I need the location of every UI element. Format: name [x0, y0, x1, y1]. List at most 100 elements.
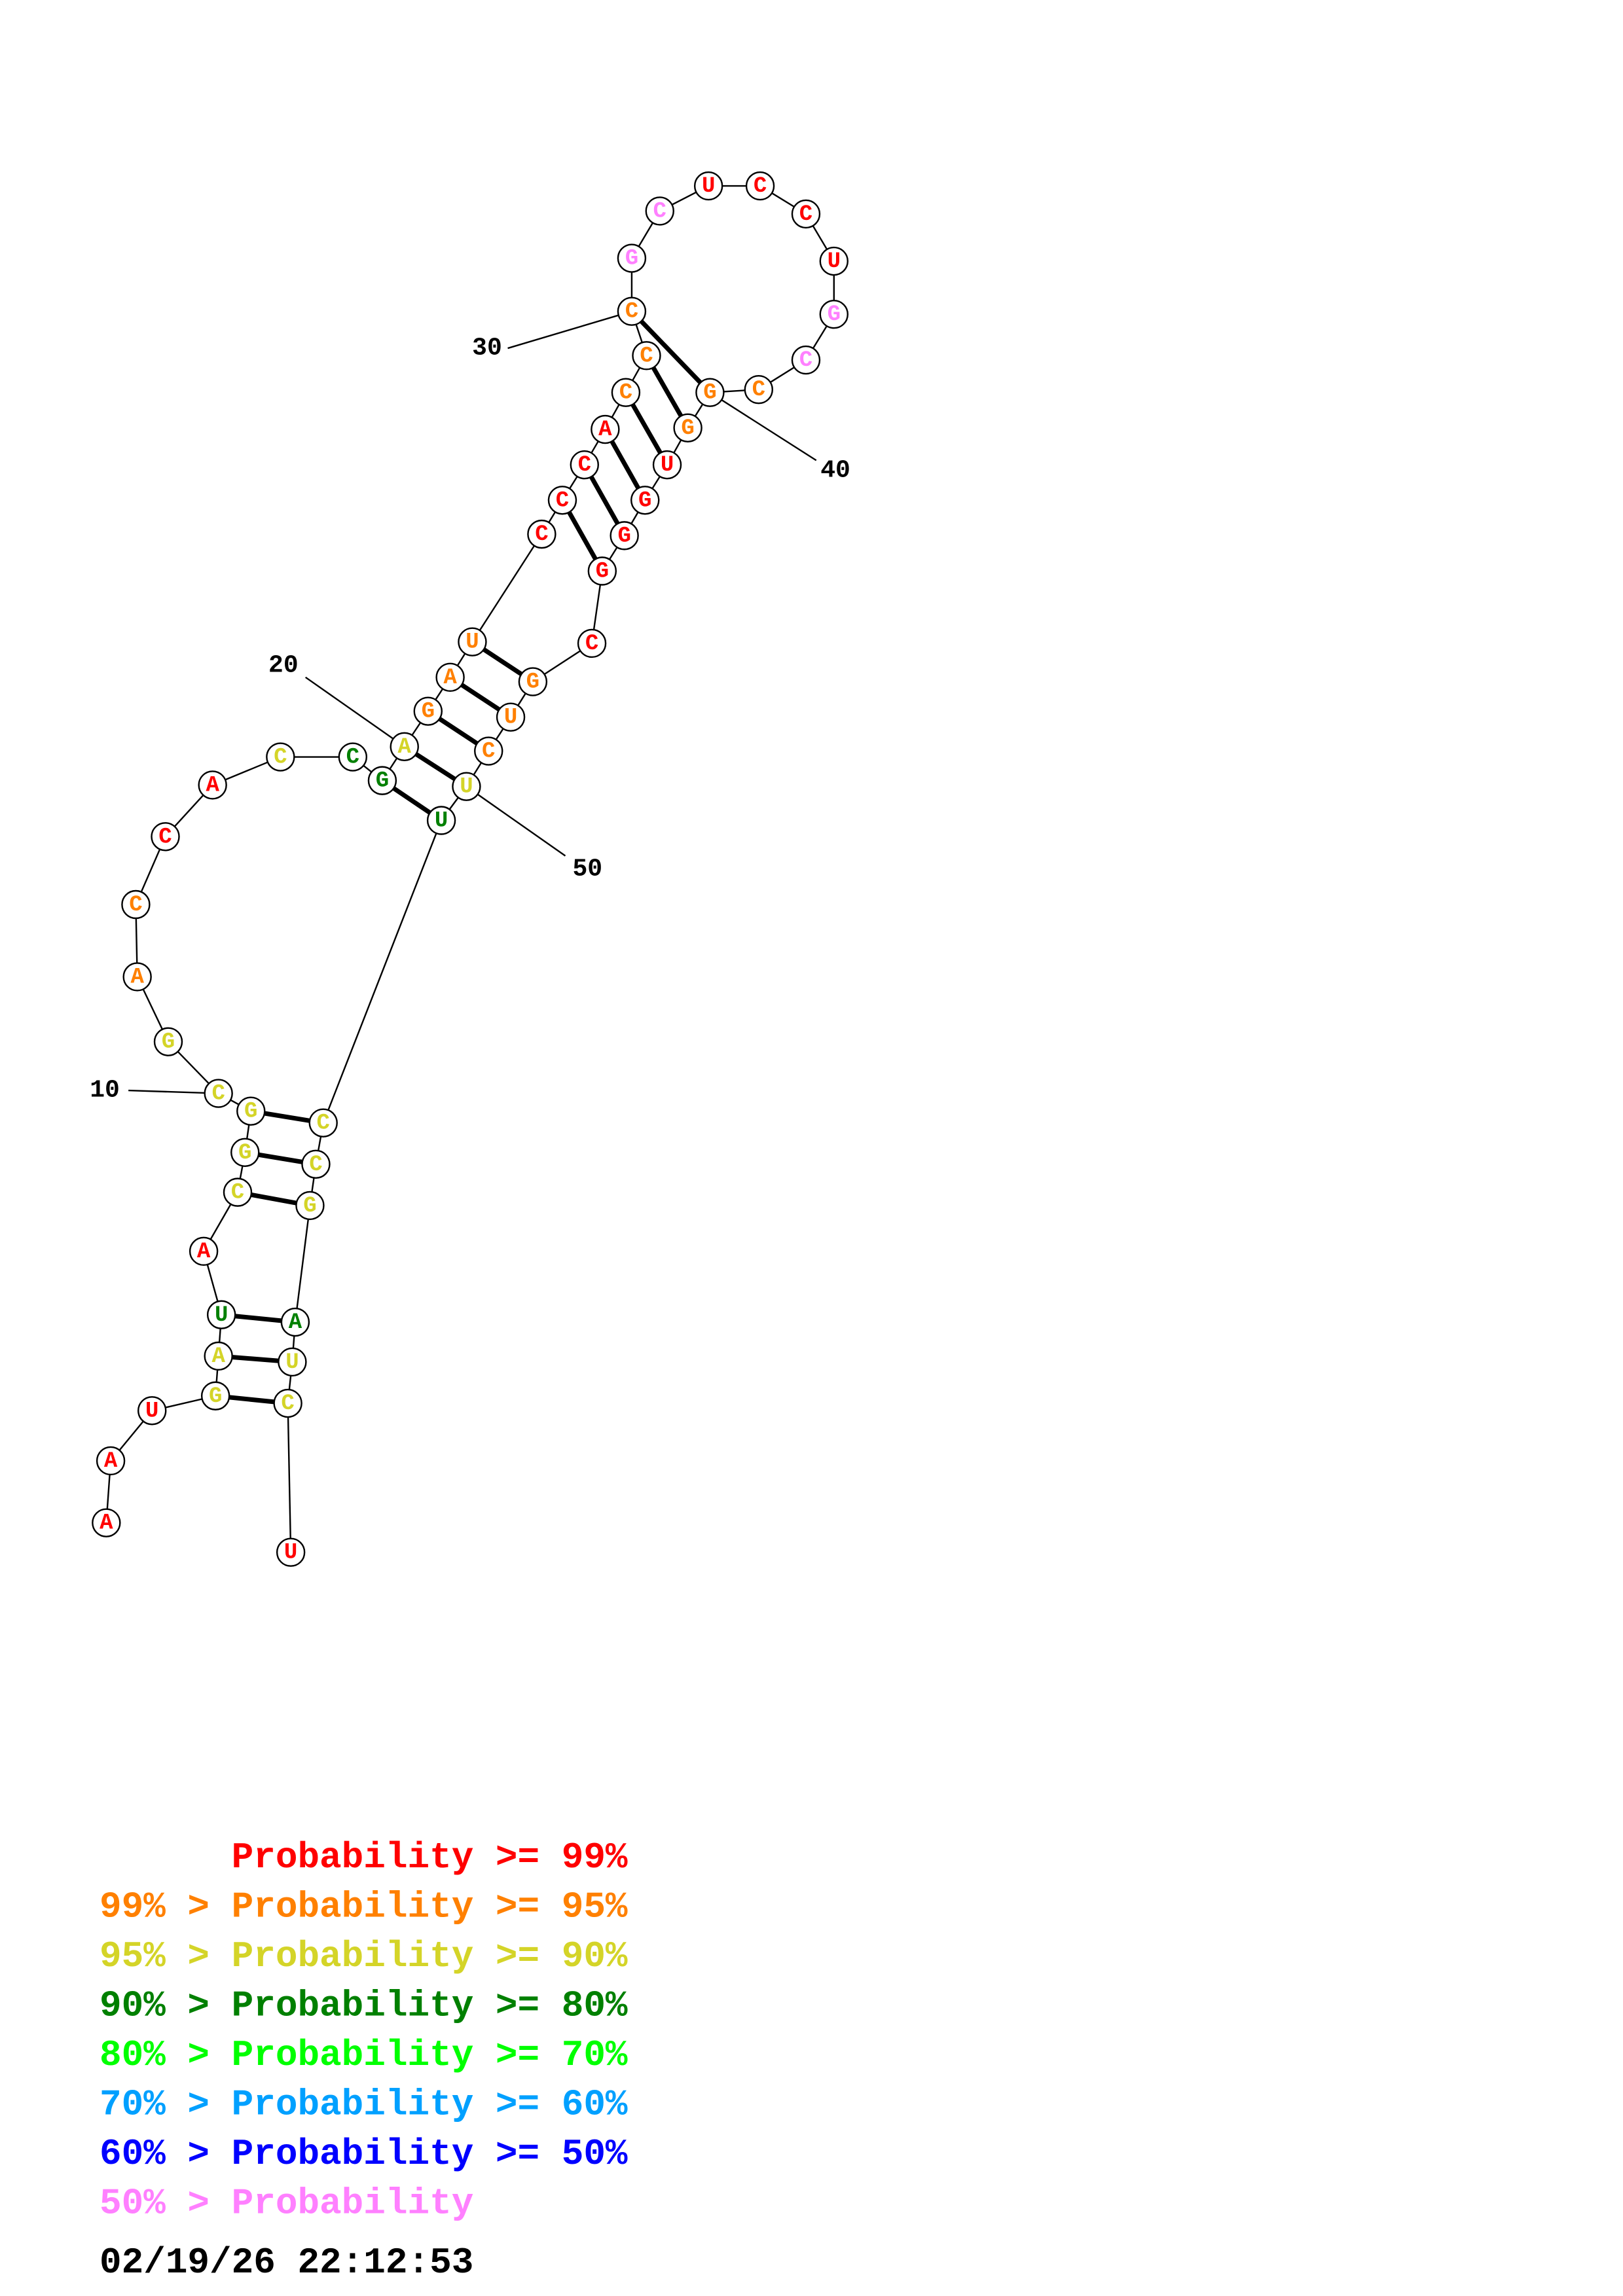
nucleotide: C [745, 171, 775, 201]
nucleotide-circle [301, 1149, 331, 1179]
legend-entry: 80% > Probability >= 70% [100, 2034, 628, 2076]
nucleotide: C [474, 736, 503, 766]
legend-entry: 95% > Probability >= 90% [100, 1935, 628, 1977]
nucleotide-letter: C [640, 344, 653, 368]
nucleotide: U [652, 450, 682, 480]
nucleotide-letter: C [556, 488, 569, 513]
nucleotide-circle [204, 1079, 233, 1108]
backbone-link [322, 820, 443, 1124]
position-tick-label: 10 [90, 1077, 120, 1105]
nucleotide-circle [230, 1138, 260, 1167]
nucleotide-letter: U [504, 706, 517, 730]
nucleotide-circle [206, 1300, 236, 1329]
nucleotide: A [189, 1236, 219, 1266]
nucleotide-circle [645, 196, 674, 226]
nucleotide-letter: U [285, 1350, 299, 1375]
nucleotide-letter: C [625, 300, 638, 325]
nucleotide-circle [153, 1027, 183, 1056]
nucleotide: C [204, 1079, 233, 1108]
nucleotide-letter: G [162, 1030, 175, 1055]
nucleotide: C [791, 345, 821, 375]
nucleotide-letter: A [206, 773, 219, 798]
nucleotide-circle [673, 413, 702, 443]
nucleotide-circle [570, 450, 599, 480]
nucleotide-letter: C [274, 745, 287, 770]
nucleotide-circle [591, 414, 620, 444]
nucleotide-circle [611, 378, 641, 407]
nucleotide-letter: U [435, 809, 448, 834]
nucleotide: C [791, 199, 821, 229]
nucleotide-circle [308, 1108, 338, 1138]
nucleotide-letter: G [526, 670, 539, 695]
nucleotide-letter: C [309, 1153, 322, 1177]
nucleotide-circle [413, 696, 443, 726]
nucleotide-letter: A [197, 1240, 211, 1265]
nucleotide: G [153, 1027, 183, 1056]
nucleotide-letter: C [799, 202, 812, 227]
position-tick-line [128, 1089, 219, 1094]
nucleotide: C [645, 196, 674, 226]
nucleotide-letter: U [702, 174, 715, 199]
nucleotide-circle [223, 1177, 253, 1207]
nucleotide-letter: A [104, 1449, 118, 1474]
nucleotide: C [266, 742, 295, 772]
nucleotide-circle [587, 556, 617, 586]
nucleotide-letter: G [638, 488, 651, 513]
nucleotide: U [693, 171, 723, 201]
nucleotide-letter: G [238, 1141, 251, 1166]
position-tick-label: 20 [268, 651, 299, 679]
nucleotide-circle [189, 1236, 219, 1266]
backbone-link [294, 1205, 311, 1323]
nucleotide-letter: G [703, 381, 716, 406]
nucleotide: G [413, 696, 443, 726]
nucleotide-letter: A [130, 965, 144, 990]
nucleotide-circle [652, 450, 682, 480]
nucleotide: A [591, 414, 620, 444]
nucleotide-letter: C [653, 199, 666, 224]
nucleotide-circle [527, 519, 556, 549]
nucleotide-letter: G [617, 524, 630, 548]
legend-entry: 50% > Probability [100, 2183, 473, 2225]
nucleotide-circle [390, 732, 419, 761]
nucleotide-letter: C [158, 825, 172, 850]
nucleotide-circle [518, 667, 548, 696]
nucleotide-circle [547, 486, 577, 515]
nucleotide: U [276, 1537, 306, 1567]
nucleotide-circle [273, 1388, 302, 1418]
nucleotide-circle [266, 742, 295, 772]
nucleotide-letter: C [281, 1391, 294, 1416]
nucleotide-letter: G [209, 1384, 222, 1409]
nucleotide: C [223, 1177, 253, 1207]
nucleotide: U [819, 246, 848, 276]
nucleotide: G [230, 1138, 260, 1167]
nucleotide: G [630, 486, 660, 515]
nucleotide: G [200, 1381, 230, 1410]
nucleotide-circle [617, 296, 647, 326]
nucleotide-letter: A [289, 1310, 302, 1335]
legend-entry: 60% > Probability >= 50% [100, 2133, 628, 2175]
nucleotide-circle [278, 1347, 307, 1377]
nucleotide-letter: U [145, 1399, 158, 1424]
nucleotide-circle [693, 171, 723, 201]
nucleotide-circle [151, 822, 180, 852]
nucleotide-circle [198, 770, 227, 800]
nucleotide-letter: U [828, 249, 841, 274]
nucleotide-circle [695, 378, 725, 407]
nucleotide-circle [92, 1508, 121, 1537]
nucleotide: U [426, 806, 456, 835]
nucleotide: C [632, 341, 661, 370]
nucleotide-circle [280, 1307, 310, 1337]
nucleotide: C [744, 374, 774, 404]
nucleotide-letter: C [585, 632, 598, 656]
nucleotide-letter: A [443, 666, 457, 691]
nucleotide-circle [367, 766, 397, 795]
nucleotide-letter: C [129, 893, 142, 918]
nucleotide-circle [122, 962, 152, 992]
nucleotide: C [617, 296, 647, 326]
nucleotide-circle [204, 1341, 233, 1371]
nucleotide: G [587, 556, 617, 586]
nucleotide-circle [745, 171, 775, 201]
nucleotide: A [280, 1307, 310, 1337]
nucleotide-letter: C [752, 378, 765, 403]
